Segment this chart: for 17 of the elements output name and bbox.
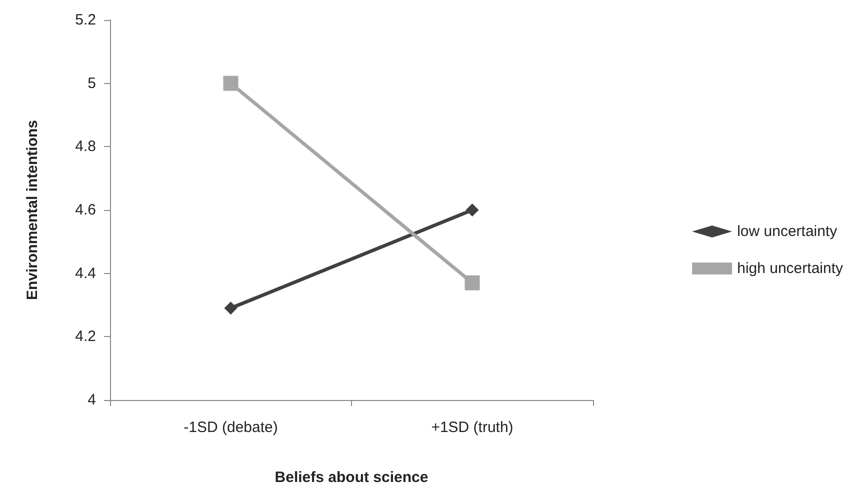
point bbox=[464, 275, 480, 290]
x-tick-label: +1SD (truth) bbox=[431, 419, 514, 436]
y-tick-label: 4.6 bbox=[75, 202, 96, 218]
point bbox=[223, 76, 238, 91]
point bbox=[224, 302, 238, 315]
y-axis-title: Environmental intentions bbox=[24, 120, 41, 300]
y-tick-label: 4.4 bbox=[75, 264, 96, 282]
y-tick-label: 4.8 bbox=[75, 138, 96, 156]
y-tick-label: 5.2 bbox=[75, 12, 96, 28]
y-tick-label: 4.2 bbox=[75, 328, 96, 346]
legend-label: high uncertainty bbox=[737, 260, 844, 277]
y-tick-label: 5 bbox=[88, 74, 96, 92]
point bbox=[466, 204, 479, 216]
x-axis-title: Beliefs about science bbox=[274, 469, 428, 486]
legend-label: low uncertainty bbox=[737, 223, 838, 240]
y-tick-label: 4 bbox=[88, 392, 96, 408]
x-tick-label: -1SD (debate) bbox=[184, 419, 278, 436]
